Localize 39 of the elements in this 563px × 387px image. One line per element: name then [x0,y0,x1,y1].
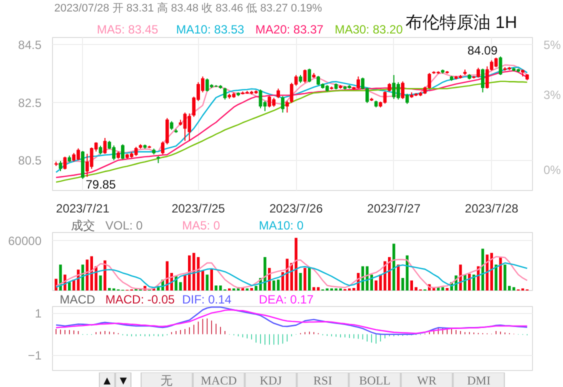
annotation: 84.09 [467,44,498,58]
y-tick-label: 80.5 [18,154,42,168]
text: BOLL [359,374,390,387]
y-axis-title: MACD [60,292,96,306]
chart-subtitle: 2023/07/28 开 83.31 高 83.48 收 83.46 低 83.27 0.19% [54,2,322,14]
y-axis-title: 成交 [71,218,96,232]
y-tick-label: −1 [28,348,42,363]
text: ▼ [117,374,130,387]
x-tick-label: 2023/7/27 [367,202,421,216]
text: 无 [160,374,173,387]
x-tick-label: 2023/7/25 [172,202,226,216]
text: RSI [313,374,332,387]
x-tick-label: 2023/7/26 [269,202,324,216]
x-tick-label: 2023/7/21 [56,202,110,216]
text: MA20: 83.37 [255,22,324,36]
text: KDJ [260,374,282,387]
chart-title: 布伦特原油 1H [406,13,518,32]
text: MA5: 0 [182,218,220,232]
y2-tick-label: 3% [544,88,562,102]
text: MACD: -0.05 [105,292,176,306]
series-label: DEA: 0.17 [258,292,314,306]
text: MA30: 83.20 [334,22,404,36]
y2-tick-label: 5% [544,38,562,52]
x-tick-label: 2023/7/28 [464,202,519,216]
text: MA5: 83.45 [96,22,159,36]
text: ▲ [101,374,114,387]
annotation: 79.85 [86,177,116,192]
text: MA10: 83.53 [176,22,244,36]
y-tick-label: 84.5 [18,38,42,52]
y-tick-label: 82.5 [18,96,42,110]
text: MACD [200,374,238,387]
y2-tick-label: 0% [544,162,562,177]
text: MA10: 0 [258,218,304,232]
y-tick-label: 1 [34,306,42,321]
text: VOL: 0 [105,218,144,232]
series-label: DIF: 0.14 [182,292,232,306]
text: WR [417,374,436,387]
y-tick-label: 60000 [8,234,42,248]
text: DMI [467,374,490,387]
